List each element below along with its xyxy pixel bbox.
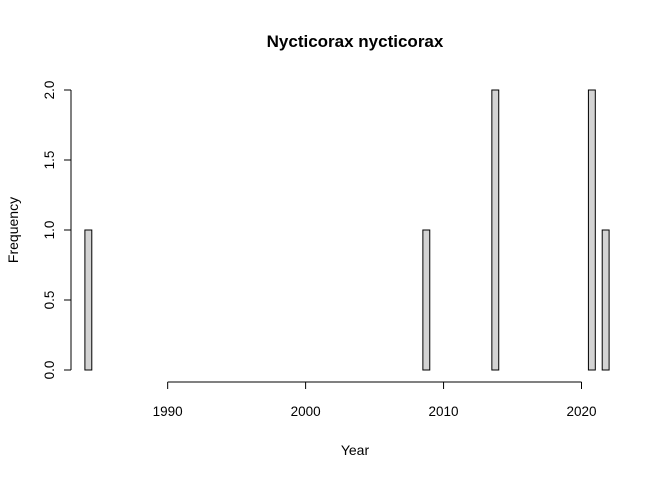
histogram-bar	[587, 89, 596, 371]
y-axis-label: Frequency	[5, 197, 21, 263]
x-tick-label: 1990	[153, 404, 183, 419]
histogram-bar	[422, 229, 431, 371]
x-axis-ticks: 1990 2000 2010 2020	[153, 382, 597, 419]
x-axis-label: Year	[341, 442, 370, 458]
y-tick-label: 0.5	[42, 291, 57, 310]
histogram-bar	[601, 229, 610, 371]
y-tick-label: 0.0	[42, 361, 57, 380]
x-tick-label: 2020	[566, 404, 596, 419]
y-tick-label: 1.0	[42, 221, 57, 240]
x-tick-label: 2000	[291, 404, 321, 419]
y-tick-label: 1.5	[42, 151, 57, 170]
histogram-bar	[84, 229, 93, 371]
chart-title: Nycticorax nycticorax	[267, 32, 444, 51]
y-axis-ticks: 0.0 0.5 1.0 1.5 2.0	[42, 81, 71, 380]
histogram-bar	[491, 89, 500, 371]
y-tick-label: 2.0	[42, 81, 57, 100]
bars-group	[84, 89, 610, 371]
x-tick-label: 2010	[429, 404, 459, 419]
